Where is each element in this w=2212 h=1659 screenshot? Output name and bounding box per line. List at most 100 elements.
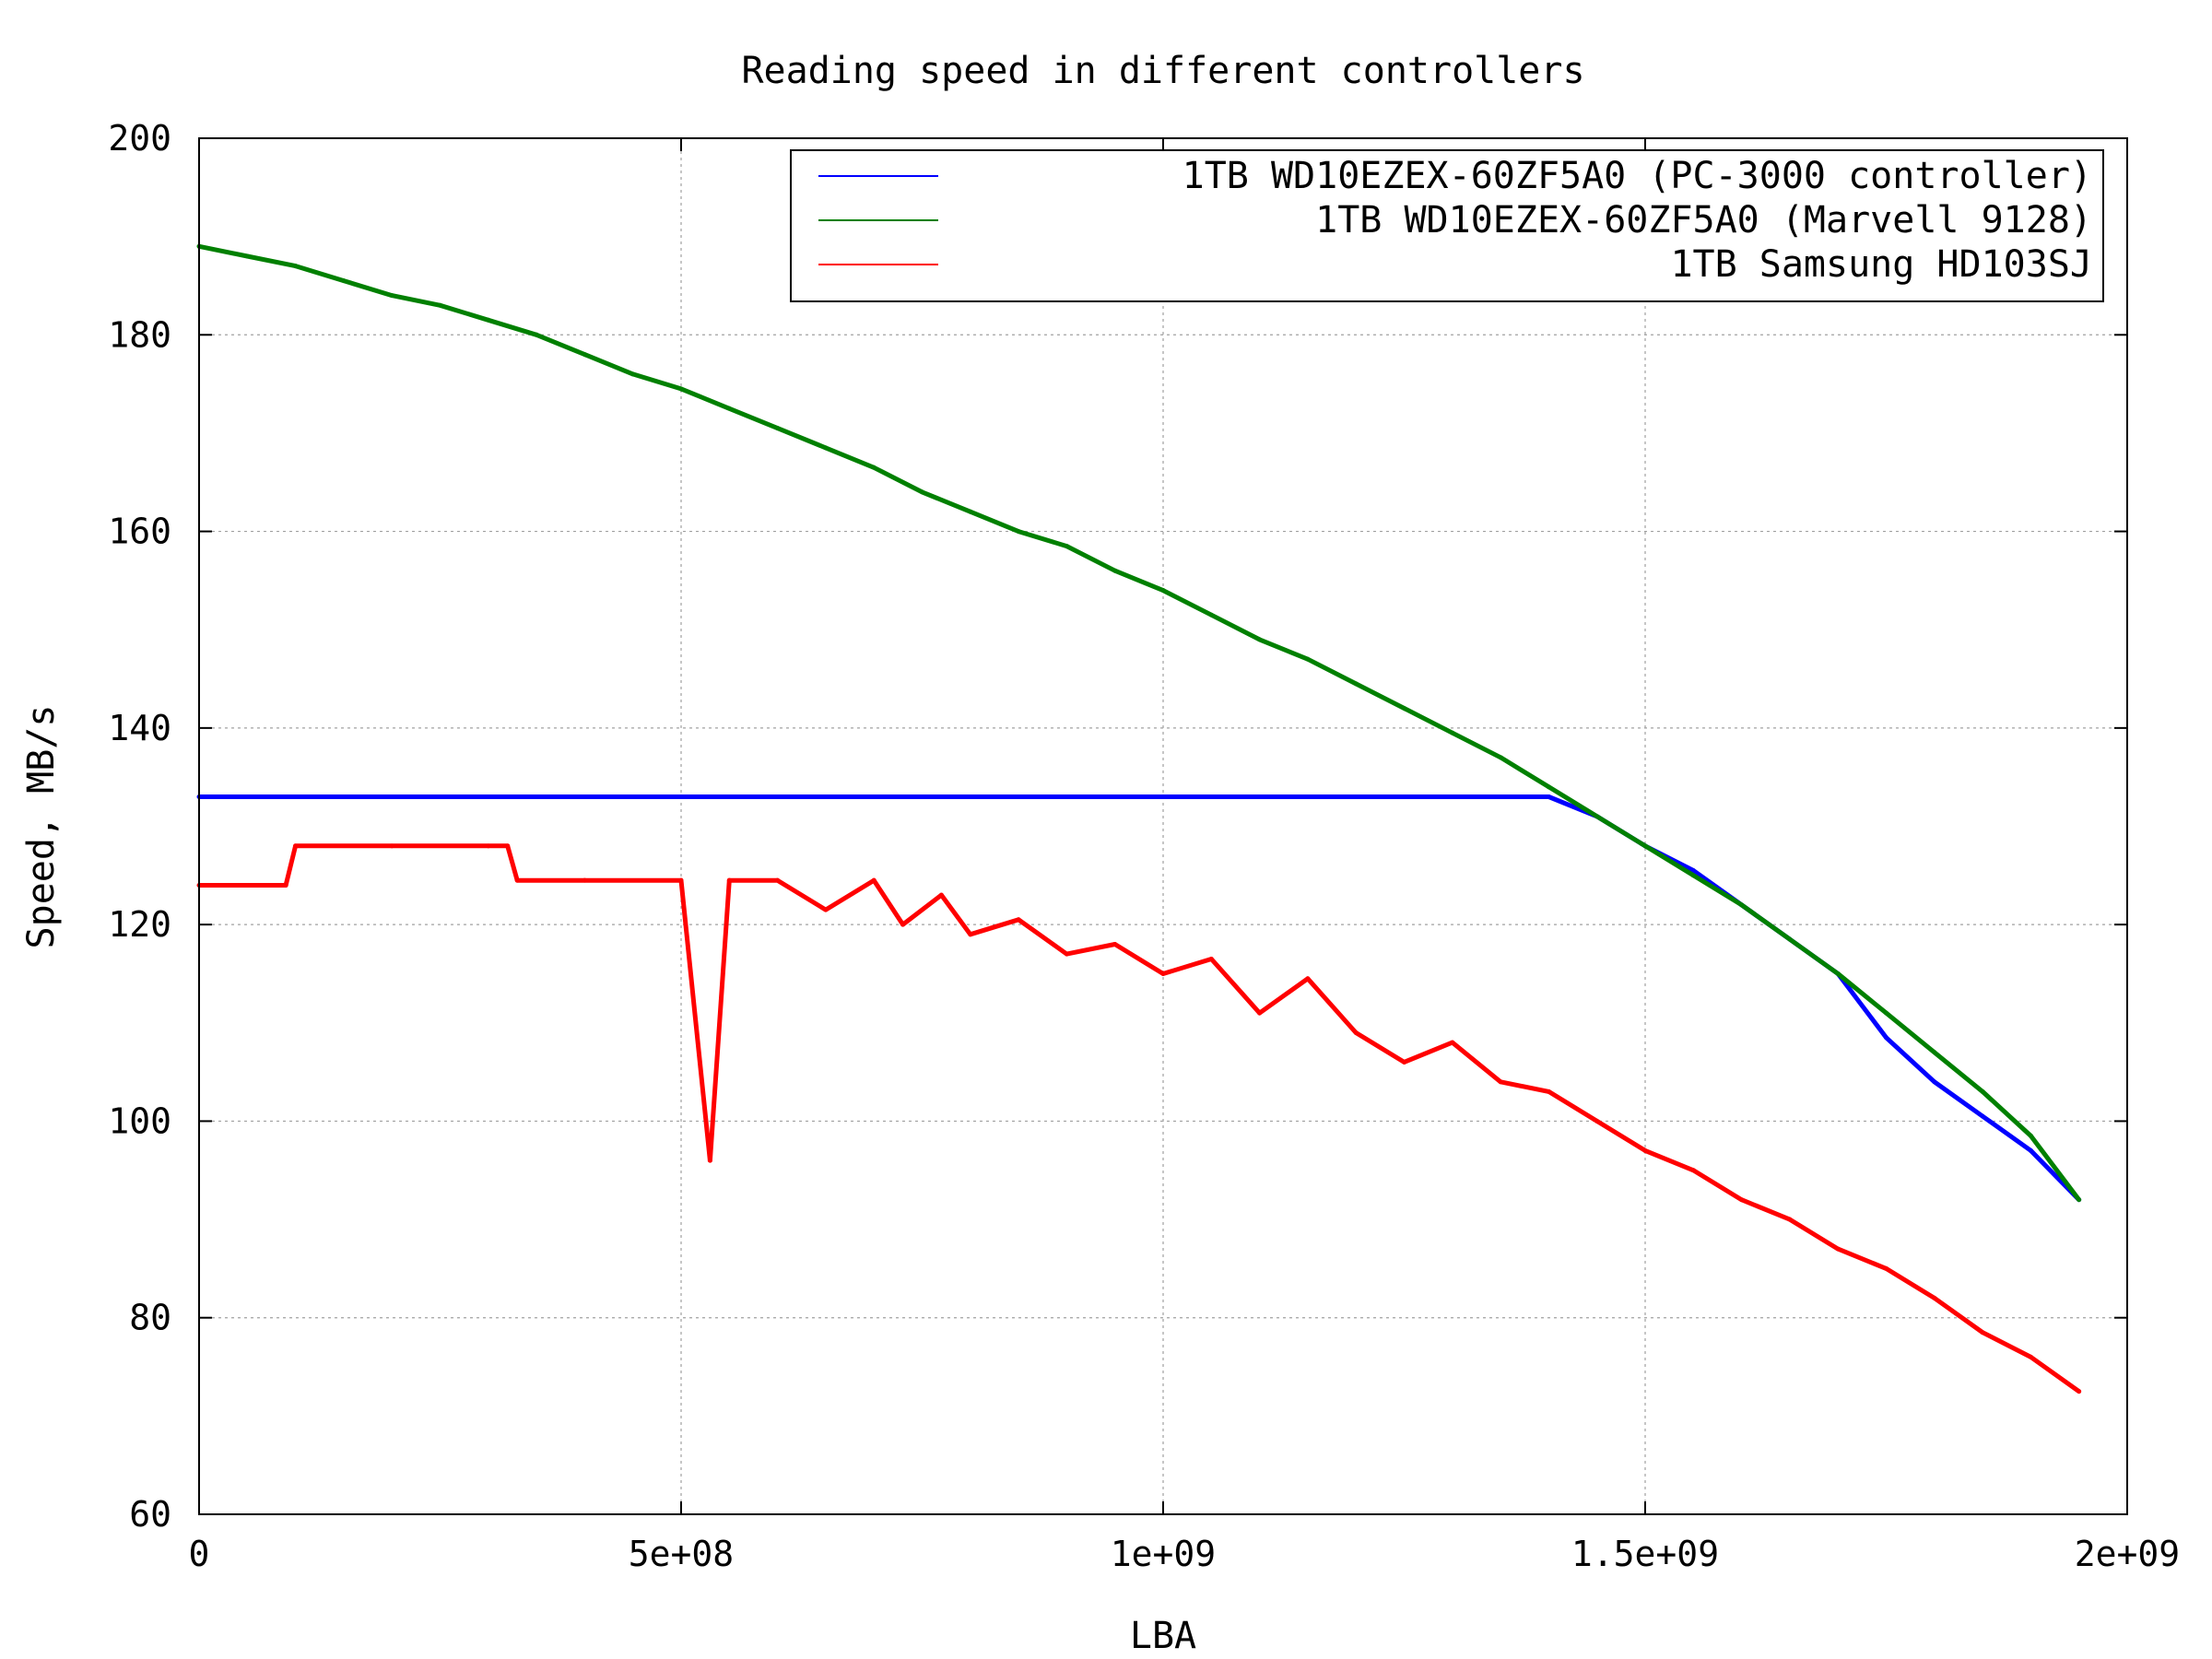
- series-layer: [196, 243, 2082, 1394]
- series-1-point: [1257, 794, 1263, 800]
- series-3-point: [1257, 1010, 1263, 1016]
- y-tick-label: 200: [108, 118, 171, 159]
- series-3-point: [1835, 1246, 1841, 1252]
- series-2-point: [341, 278, 347, 284]
- series-3-point: [389, 843, 394, 849]
- legend-box: [790, 149, 2104, 302]
- series-2-point: [1594, 814, 1600, 819]
- series-2-point: [2077, 1197, 2082, 1203]
- series-3-point: [1353, 1030, 1359, 1035]
- legend-label: 1TB Samsung HD103SJ: [1670, 243, 2092, 286]
- series-3-point: [678, 877, 684, 883]
- series-1-point: [775, 794, 781, 800]
- series-3-point: [1594, 1118, 1600, 1124]
- series-1-point: [1064, 794, 1069, 800]
- series-3-point: [505, 843, 511, 849]
- y-tick-label: 140: [108, 708, 171, 748]
- series-1-point: [1690, 867, 1696, 873]
- y-tick-label: 100: [108, 1100, 171, 1141]
- series-1-point: [1980, 1113, 1985, 1119]
- series-2-point: [1884, 1010, 1888, 1016]
- series-3-point: [2077, 1389, 2082, 1394]
- grid: [199, 138, 2127, 1514]
- series-3-point: [1498, 1079, 1503, 1085]
- series-2-point: [438, 302, 442, 308]
- x-tick-label: 5e+08: [629, 1534, 734, 1574]
- series-3-point: [486, 843, 491, 849]
- chart-title: Reading speed in different controllers: [741, 50, 1584, 92]
- series-2-point: [2028, 1133, 2033, 1138]
- series-1-point: [1932, 1079, 1937, 1085]
- series-1-point: [678, 794, 684, 800]
- series-2-point: [775, 426, 781, 431]
- y-tick-label: 160: [108, 512, 171, 552]
- series-3-point: [968, 932, 973, 937]
- series-2-point: [726, 406, 732, 411]
- series-3-point: [1112, 941, 1118, 947]
- series-2-point: [1787, 936, 1793, 942]
- y-tick-label: 80: [129, 1298, 171, 1338]
- series-3-point: [871, 877, 877, 883]
- y-tick-label: 60: [129, 1494, 171, 1535]
- series-2-point: [1016, 529, 1021, 535]
- series-1-point: [293, 794, 299, 800]
- series-2-point: [293, 264, 299, 269]
- series-2-point: [582, 352, 587, 358]
- series-3-point: [1016, 917, 1021, 923]
- series-2-point: [1739, 902, 1745, 908]
- series-3-point: [1787, 1217, 1793, 1222]
- series-2-point: [389, 293, 394, 299]
- series-3-point: [726, 877, 732, 883]
- series-2-point: [630, 371, 636, 377]
- series-2-point: [1642, 843, 1648, 849]
- series-3-point: [1932, 1295, 1937, 1300]
- series-3-point: [283, 882, 288, 888]
- series-2-point: [1932, 1050, 1937, 1055]
- series-2-point: [1064, 544, 1069, 549]
- series-3-point: [900, 922, 906, 927]
- x-tick-label: 0: [189, 1534, 210, 1574]
- series-2-point: [1208, 612, 1214, 618]
- series-3-point: [1160, 971, 1166, 976]
- y-tick-label: 120: [108, 904, 171, 945]
- series-2-point: [1498, 755, 1503, 760]
- series-1-point: [871, 794, 877, 800]
- series-3-point: [514, 877, 520, 883]
- series-2-point: [678, 386, 684, 392]
- series-1-point: [1884, 1035, 1888, 1041]
- series-3-point: [293, 843, 299, 849]
- series-3-point: [1064, 951, 1069, 957]
- series-3-point: [1739, 1197, 1745, 1203]
- series-3-point: [1450, 1040, 1455, 1045]
- series-3-point: [707, 1158, 712, 1163]
- series-3-point: [1690, 1168, 1696, 1173]
- series-1-point: [1160, 794, 1166, 800]
- series-3-point: [1402, 1059, 1406, 1065]
- series-1-point: [389, 794, 394, 800]
- series-line-1: [199, 794, 2081, 1202]
- series-3-point: [582, 877, 587, 883]
- series-1-point: [968, 794, 973, 800]
- series-2-point: [486, 317, 491, 323]
- series-3-point: [1980, 1330, 1985, 1335]
- series-2-point: [1160, 588, 1166, 594]
- axes: 0 5e+08 1e+09 1.5e+09 2e+09 60 80 100 120 140 160 1…: [108, 118, 2180, 1574]
- series-1-point: [486, 794, 491, 800]
- series-2-point: [1305, 656, 1311, 662]
- series-3-point: [938, 892, 944, 898]
- series-3-point: [1546, 1088, 1551, 1094]
- series-3-point: [1884, 1265, 1888, 1271]
- series-3-point: [1642, 1147, 1648, 1153]
- series-3-point: [823, 907, 829, 912]
- series-2-point: [534, 332, 539, 337]
- series-2-point: [920, 489, 924, 495]
- series-3-point: [1305, 976, 1311, 982]
- series-1-point: [1450, 794, 1455, 800]
- series-3-point: [1208, 956, 1214, 961]
- legend: 1TB WD10EZEX-60ZF5A0 (PC-3000 controller…: [790, 149, 2104, 302]
- series-2-point: [1257, 637, 1263, 642]
- series-line-3: [199, 843, 2081, 1394]
- series-2-point: [823, 445, 829, 451]
